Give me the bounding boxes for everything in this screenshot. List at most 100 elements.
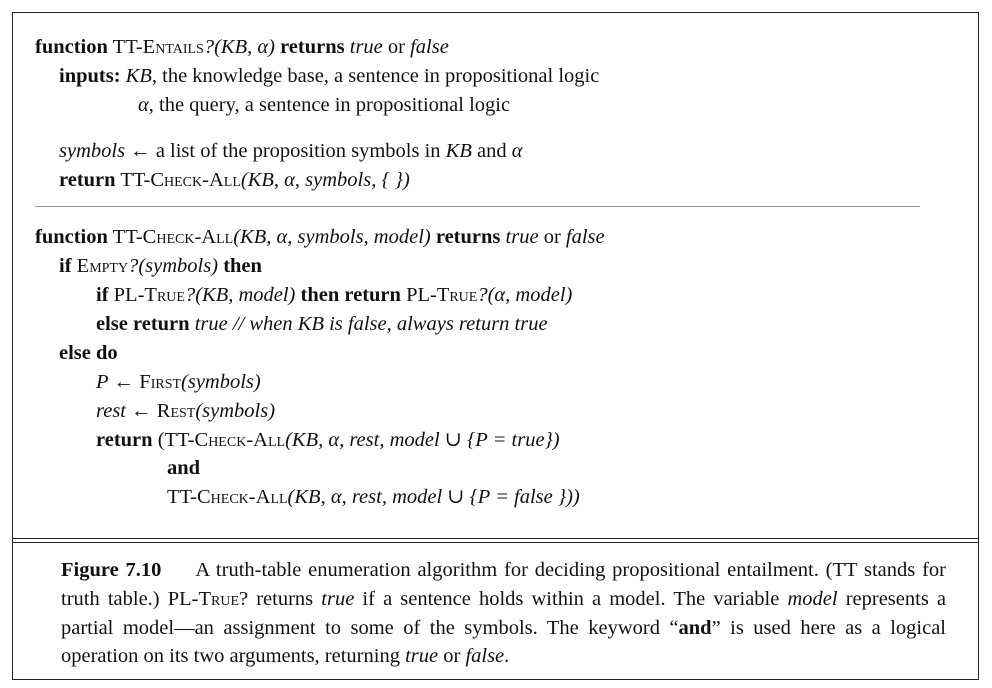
call-dash: -A <box>246 429 268 451</box>
and-line: and <box>167 456 200 480</box>
keyword-inputs: inputs <box>59 65 114 87</box>
empty-smallcaps: mpty <box>89 255 129 277</box>
caption-italic-true: true <box>321 587 355 610</box>
call-tt-check-all: TT-Check-All <box>167 486 288 508</box>
keyword-returns: returns <box>280 36 345 58</box>
rest-prefix: R <box>156 400 171 422</box>
check-all-false-line: TT-Check-All(KB, α, rest, model ∪ {P = f… <box>167 485 580 509</box>
keyword-then-return: then return <box>300 284 401 306</box>
tt-entails-inputs-line2: α, the query, a sentence in propositiona… <box>138 93 510 117</box>
empty-prefix: E <box>76 255 90 277</box>
comment-text: when KB is false, always return true <box>249 313 548 335</box>
fn-first: First <box>139 371 181 393</box>
pl2-prefix: PL-T <box>406 284 450 306</box>
fn-rest: Rest <box>157 400 196 422</box>
var-alpha: α <box>511 140 523 162</box>
rest-args: (symbols) <box>195 400 276 422</box>
fn-name-dash: -A <box>194 226 217 248</box>
keyword-else-do: else do <box>59 342 118 364</box>
keyword-function: function <box>35 226 108 248</box>
tt-entails-inputs-line1: inputs: KB, the knowledge base, a senten… <box>59 64 599 88</box>
caption-text-7: . <box>504 645 510 668</box>
assign-arrow: ← <box>130 140 151 162</box>
figure-caption: Figure 7.10 A truth-table enumeration alg… <box>61 556 946 671</box>
keyword-and: and <box>167 457 201 479</box>
caption-text-5: ” is used here as a logical operation on… <box>61 616 946 668</box>
call-smallcaps: heck <box>210 486 249 508</box>
call-args: (KB, α, rest, model ∪ {P = true}) <box>285 429 560 451</box>
keyword-function: function <box>35 36 108 58</box>
call-smallcaps: heck <box>208 429 247 451</box>
value-true: true <box>349 36 383 58</box>
rest-smallcaps: est <box>170 400 196 422</box>
call-prefix: TT-C <box>120 169 164 191</box>
var-kb: KB <box>445 140 472 162</box>
var-p: P <box>96 371 109 393</box>
value-true: true <box>505 226 539 248</box>
fn-pl-true: PL-True <box>114 284 185 306</box>
pl-smallcaps: rue <box>156 284 185 306</box>
pl2-smallcaps: rue <box>449 284 478 306</box>
fn-name-prefix: TT-C <box>112 226 157 248</box>
keyword-else-return: else return <box>96 313 190 335</box>
keyword-return: return <box>59 169 116 191</box>
caption-smallcaps: rue <box>211 587 240 610</box>
return-check-all-true-line: return (TT-Check-All(KB, α, rest, model … <box>96 428 560 452</box>
first-prefix: F <box>139 371 151 393</box>
pl-true-args: ?(KB, model) <box>184 284 296 306</box>
caption-italic-model: model <box>787 587 838 610</box>
keyword-if: if <box>59 255 72 277</box>
tt-entails-return: return TT-Check-All(KB, α, symbols, { }) <box>59 168 410 192</box>
assign-arrow: ← <box>131 400 152 422</box>
assign-rest-line: rest ← Rest(symbols) <box>96 399 275 423</box>
first-args: (symbols) <box>181 371 261 393</box>
comment-slashes: // <box>232 313 245 335</box>
fn-name-smallcaps-2: ll <box>216 226 234 248</box>
var-kb: KB <box>125 65 152 87</box>
call-dash: -A <box>248 486 271 508</box>
pl-prefix: PL-T <box>113 284 157 306</box>
fn-name: TT-Entails <box>113 36 204 58</box>
tt-entails-signature: function TT-Entails?(KB, α) returns true… <box>35 35 449 59</box>
fn-empty: Empty <box>77 255 128 277</box>
call-dash: -A <box>202 169 224 191</box>
fn-args: (KB, α, symbols, model) <box>233 226 431 248</box>
fn-name: TT-Check-All <box>113 226 234 248</box>
call-tt-check-all: TT-Check-All <box>120 169 241 191</box>
keyword-return: return <box>96 429 153 451</box>
value-true: true <box>194 313 228 335</box>
var-rest: rest <box>96 400 126 422</box>
empty-args: ?(symbols) <box>128 255 219 277</box>
algorithm-figure-frame: function TT-Entails?(KB, α) returns true… <box>12 12 979 680</box>
figure-label: Figure 7.10 <box>61 559 162 581</box>
kb-description: , the knowledge base, a sentence in prop… <box>151 65 600 87</box>
call-smallcaps-2: ll <box>223 169 241 191</box>
caption-divider-bottom <box>13 542 978 543</box>
assign-arrow: ← <box>113 371 135 393</box>
call-smallcaps-2: ll <box>267 429 286 451</box>
word-or: or <box>543 226 561 248</box>
if-pl-true-line: if PL-True?(KB, model) then return PL-Tr… <box>96 283 572 307</box>
keyword-if: if <box>96 284 109 306</box>
call-smallcaps-2: ll <box>270 486 288 508</box>
word-and: and <box>476 140 507 162</box>
call-args: (KB, α, symbols, { }) <box>240 169 410 191</box>
assign-p-line: P ← First(symbols) <box>96 370 261 394</box>
caption-bold-and: and <box>678 616 712 639</box>
var-alpha: α <box>138 94 149 116</box>
call-args: (KB, α, rest, model ∪ {P = false })) <box>287 486 580 508</box>
call-prefix: (TT-C <box>157 429 209 451</box>
caption-divider-top <box>13 538 978 539</box>
caption-italic-true-2: true <box>405 645 439 668</box>
fn-args: ?(KB, α) <box>203 36 275 58</box>
alpha-description: , the query, a sentence in propositional… <box>148 94 511 116</box>
else-do-line: else do <box>59 341 118 365</box>
tt-check-all-signature: function TT-Check-All(KB, α, symbols, mo… <box>35 225 605 249</box>
fn-name-prefix: TT-E <box>112 36 156 58</box>
caption-text-3: if a sentence holds within a model. The … <box>354 587 788 610</box>
word-or: or <box>387 36 405 58</box>
keyword-returns: returns <box>435 226 501 248</box>
caption-text-1: A truth-table enumeration algorithm for … <box>61 559 946 610</box>
caption-text-6: or <box>438 645 466 668</box>
call-prefix: TT-C <box>167 486 211 508</box>
